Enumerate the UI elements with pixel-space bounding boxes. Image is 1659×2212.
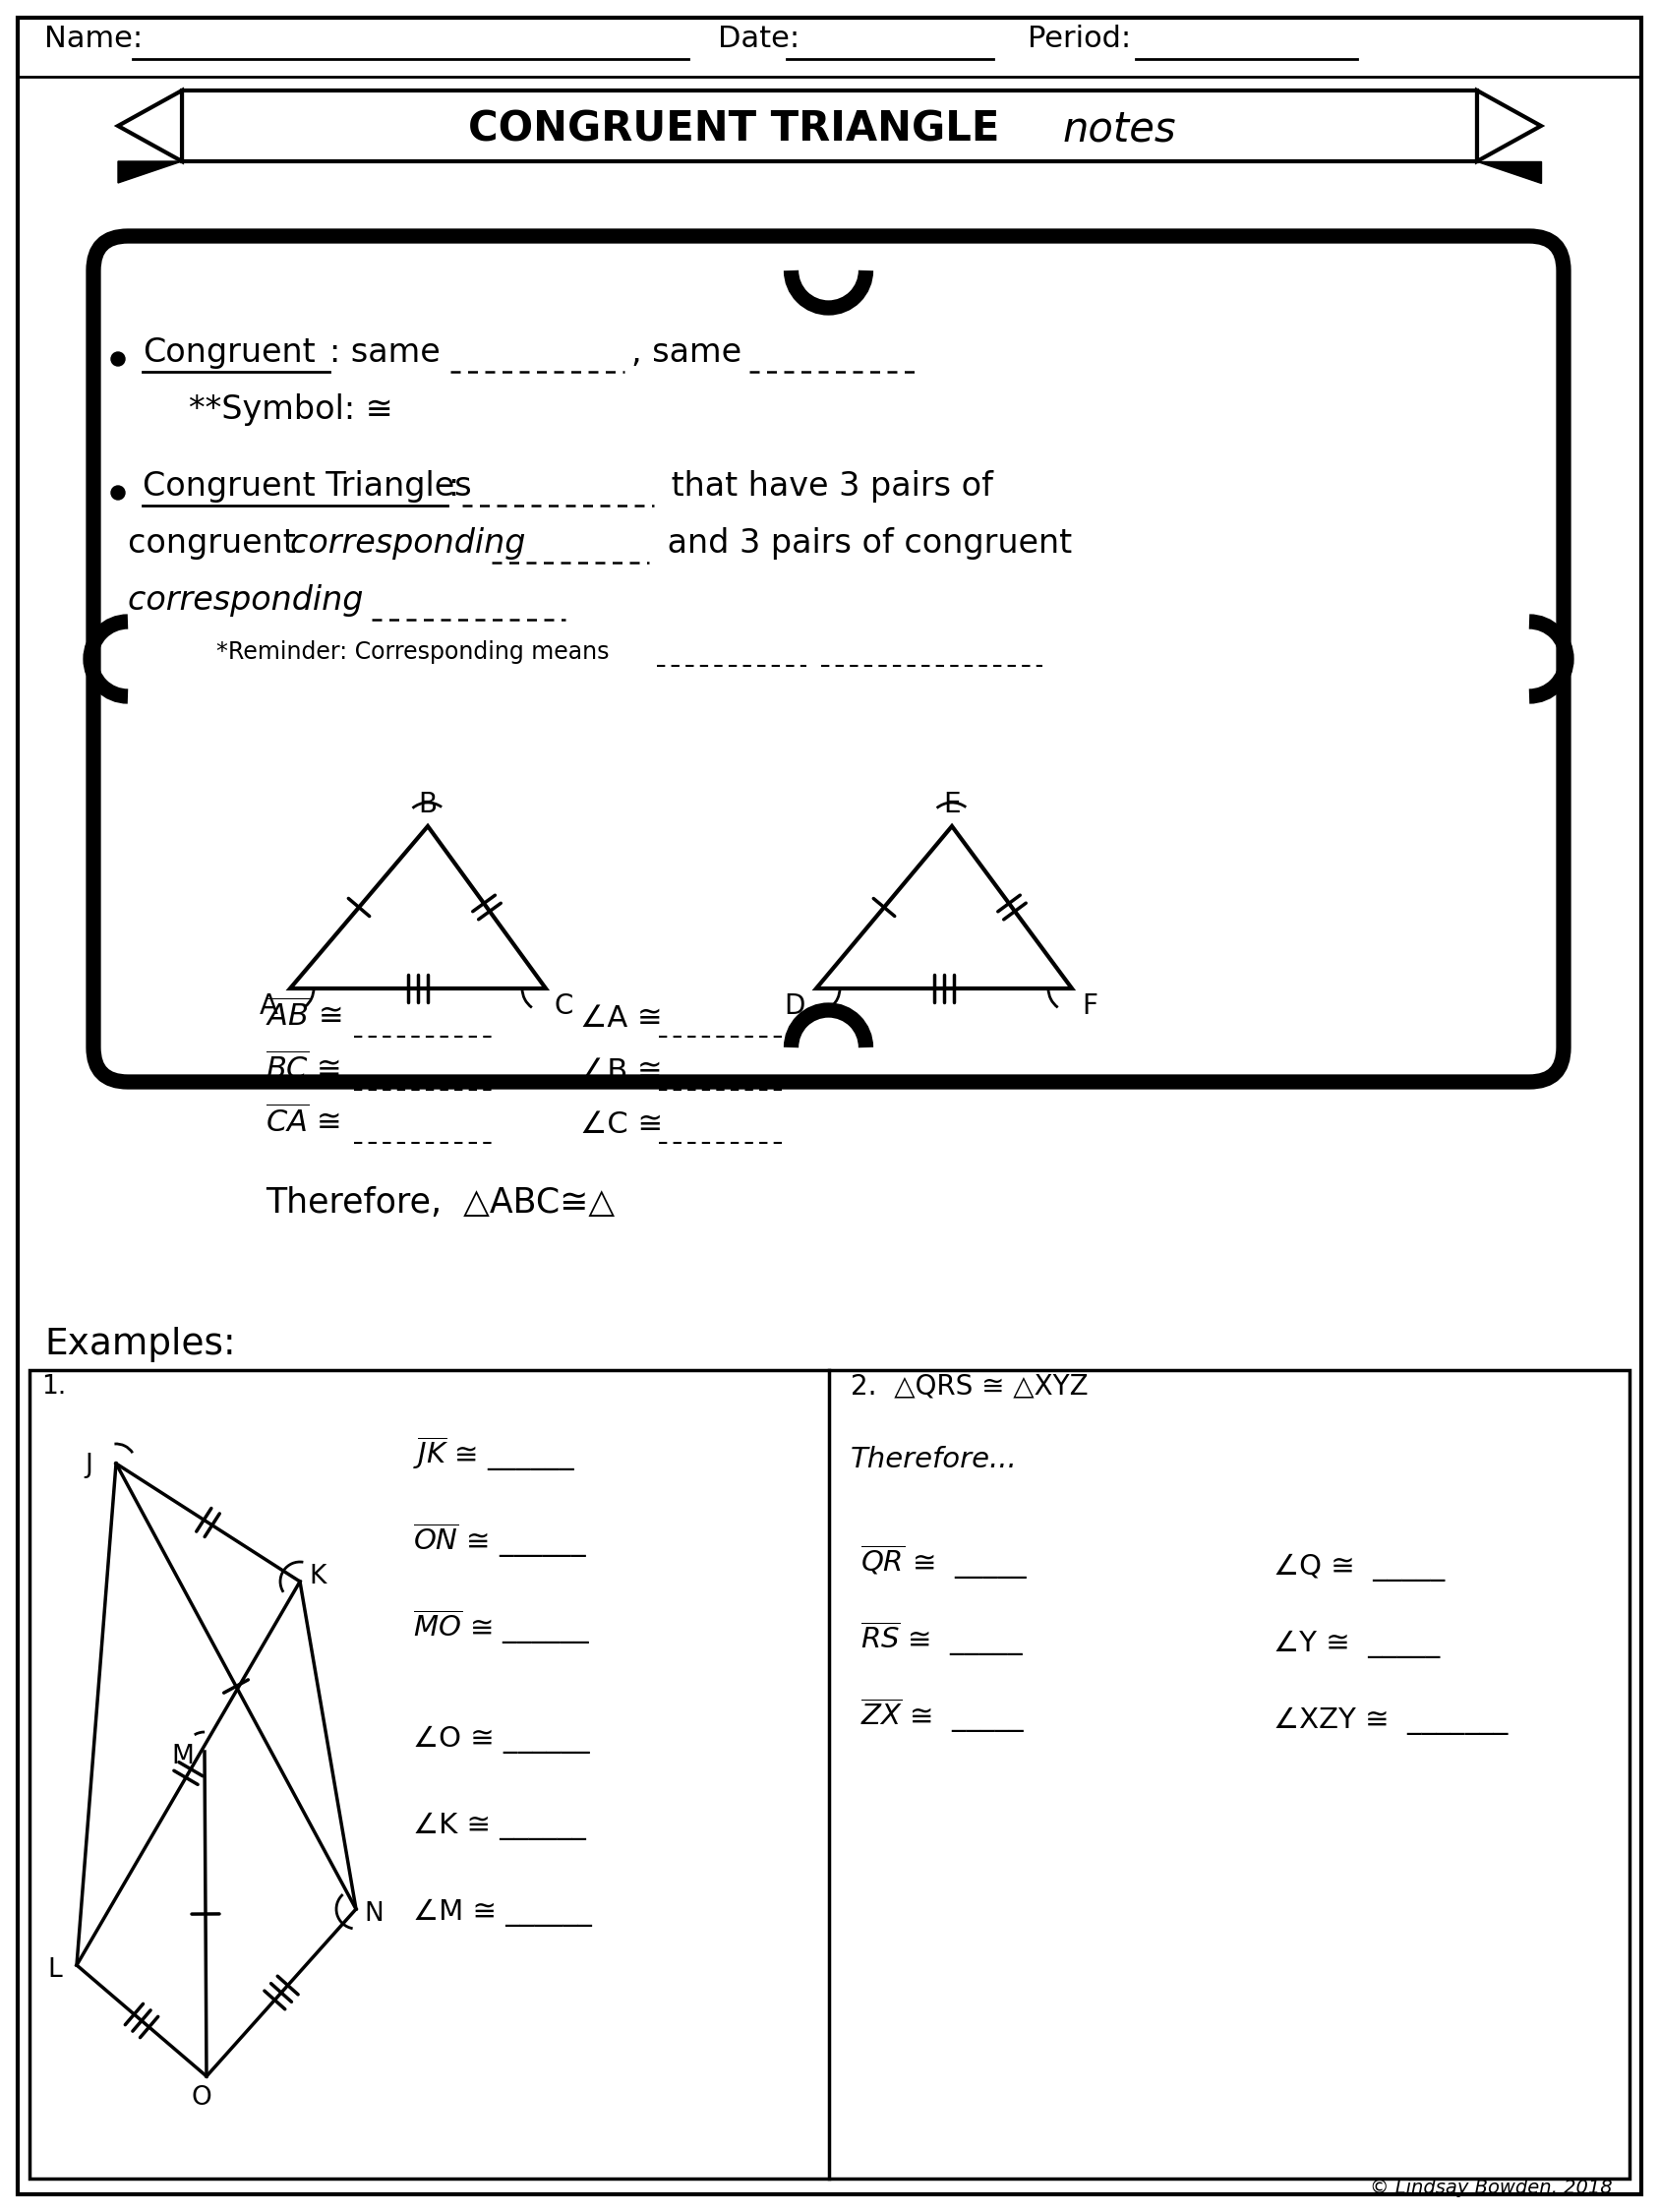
Text: :: :	[448, 471, 458, 502]
Polygon shape	[1477, 161, 1541, 184]
Text: **Symbol: ≅: **Symbol: ≅	[189, 394, 393, 427]
Text: Therefore...: Therefore...	[851, 1447, 1017, 1473]
Text: $\overline{ZX}$ ≅  _____: $\overline{ZX}$ ≅ _____	[861, 1697, 1025, 1734]
Text: , same: , same	[632, 336, 742, 369]
Text: E: E	[944, 790, 961, 818]
Text: : same: : same	[330, 336, 440, 369]
Text: and 3 pairs of congruent: and 3 pairs of congruent	[657, 526, 1072, 560]
Text: ∠A ≅: ∠A ≅	[581, 1004, 662, 1033]
Text: notes: notes	[1063, 108, 1176, 150]
Text: $\overline{JK}$ ≅ ______: $\overline{JK}$ ≅ ______	[413, 1436, 576, 1473]
Text: Period:: Period:	[1027, 24, 1131, 53]
Bar	[30, 1369, 1629, 2179]
Text: D: D	[785, 993, 805, 1020]
Text: *Reminder: Corresponding means: *Reminder: Corresponding means	[216, 639, 609, 664]
Text: $\overline{MO}$ ≅ ______: $\overline{MO}$ ≅ ______	[413, 1608, 591, 1646]
Bar	[182, 91, 1477, 161]
Polygon shape	[118, 91, 182, 161]
Text: ∠M ≅ ______: ∠M ≅ ______	[413, 1900, 592, 1927]
Circle shape	[111, 487, 124, 500]
Text: 2.  △QRS ≅ △XYZ: 2. △QRS ≅ △XYZ	[851, 1371, 1088, 1400]
Text: $\overline{CA}$ ≅: $\overline{CA}$ ≅	[265, 1106, 340, 1139]
Text: N: N	[363, 1900, 383, 1927]
Text: B: B	[418, 790, 438, 818]
Text: Therefore,  △ABC≅△: Therefore, △ABC≅△	[265, 1186, 615, 1219]
Text: ∠C ≅: ∠C ≅	[581, 1110, 664, 1139]
Text: 1.: 1.	[41, 1374, 66, 1400]
Text: A: A	[259, 993, 277, 1020]
Text: ∠O ≅ ______: ∠O ≅ ______	[413, 1725, 589, 1754]
Polygon shape	[1477, 91, 1541, 161]
Text: Date:: Date:	[718, 24, 800, 53]
Text: Congruent Triangles: Congruent Triangles	[143, 471, 471, 502]
Polygon shape	[118, 161, 182, 184]
Circle shape	[111, 352, 124, 365]
Text: Examples:: Examples:	[45, 1327, 236, 1363]
Text: CONGRUENT TRIANGLE: CONGRUENT TRIANGLE	[468, 108, 1014, 150]
Text: M: M	[171, 1743, 194, 1770]
Text: ∠B ≅: ∠B ≅	[581, 1057, 662, 1086]
Text: Name:: Name:	[45, 24, 143, 53]
Text: Congruent: Congruent	[143, 336, 315, 369]
Text: corresponding: corresponding	[290, 526, 536, 560]
Text: J: J	[85, 1453, 93, 1478]
Text: ∠Q ≅  _____: ∠Q ≅ _____	[1274, 1553, 1445, 1582]
Text: ∠Y ≅  _____: ∠Y ≅ _____	[1274, 1630, 1440, 1659]
Text: $\overline{BC}$ ≅: $\overline{BC}$ ≅	[265, 1053, 340, 1086]
Text: C: C	[554, 993, 572, 1020]
Text: O: O	[191, 2086, 212, 2110]
Text: ∠K ≅ ______: ∠K ≅ ______	[413, 1812, 586, 1840]
Text: ∠XZY ≅  _______: ∠XZY ≅ _______	[1274, 1708, 1508, 1734]
Text: $\overline{AB}$ ≅: $\overline{AB}$ ≅	[265, 1000, 342, 1033]
Text: L: L	[48, 1958, 63, 1982]
Text: $\overline{ON}$ ≅ ______: $\overline{ON}$ ≅ ______	[413, 1522, 587, 1559]
Text: $\overline{RS}$ ≅  _____: $\overline{RS}$ ≅ _____	[861, 1619, 1024, 1659]
Text: © Lindsay Bowden, 2018: © Lindsay Bowden, 2018	[1370, 2179, 1613, 2197]
Text: K: K	[309, 1564, 327, 1590]
Text: congruent: congruent	[128, 526, 307, 560]
Text: that have 3 pairs of: that have 3 pairs of	[660, 471, 994, 502]
Text: F: F	[1082, 993, 1098, 1020]
Text: $\overline{QR}$ ≅  _____: $\overline{QR}$ ≅ _____	[861, 1544, 1029, 1582]
Text: corresponding: corresponding	[128, 584, 373, 617]
